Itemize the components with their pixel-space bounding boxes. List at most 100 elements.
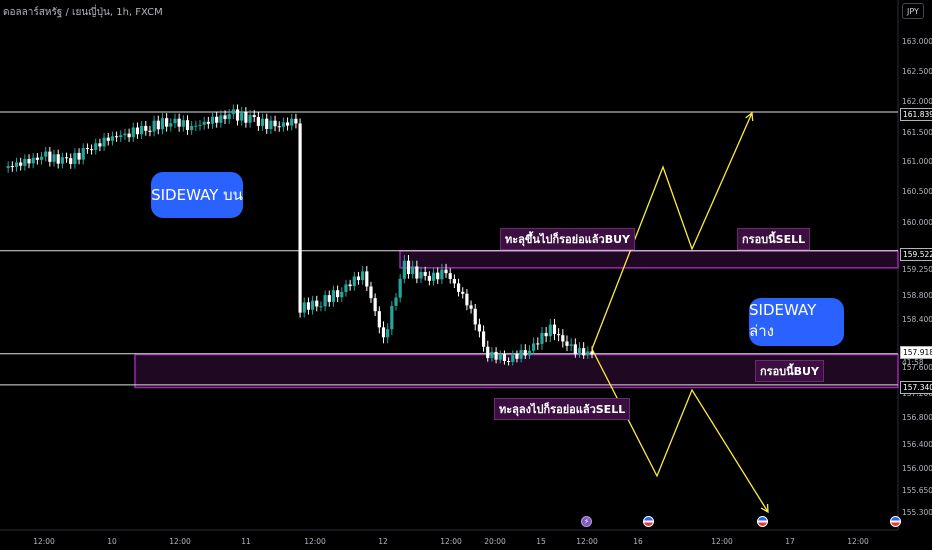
candle-body: [415, 266, 419, 279]
price-tag-upper-zone: 159.522: [900, 248, 932, 261]
candle-body: [27, 158, 31, 164]
candle-body: [89, 149, 94, 151]
y-tick-label: 157.600: [902, 363, 932, 372]
break-down-sell-note: ทะลุลงไปก็รอย่อแล้วSELL: [494, 398, 631, 420]
currency-button[interactable]: JPY: [902, 3, 924, 19]
us-flag-icon[interactable]: [643, 516, 654, 527]
candle-body: [552, 324, 557, 335]
candle-body: [390, 305, 394, 330]
candle-body: [310, 300, 315, 310]
candle-body: [331, 290, 336, 302]
scenario-path-bullish: [591, 112, 753, 350]
candle-body: [348, 284, 352, 287]
candle-body: [490, 351, 494, 359]
candle-body: [102, 137, 106, 147]
us-flag-icon[interactable]: [890, 516, 901, 527]
x-tick-label: 16: [633, 537, 643, 546]
candle-body: [185, 120, 190, 131]
x-tick-label: 10: [107, 537, 117, 546]
candle-body: [98, 143, 102, 147]
chart-title: ดอลลาร์สหรัฐ / เยนญี่ปุ่น, 1h, FXCM: [3, 7, 163, 18]
candle-body: [586, 351, 590, 356]
candle-body: [248, 115, 252, 123]
candle-body: [377, 311, 381, 328]
candle-body: [532, 343, 536, 351]
candle-body: [227, 114, 231, 120]
candle-body: [473, 308, 477, 325]
candle-body: [469, 305, 473, 309]
candle-body: [486, 346, 490, 359]
y-tick-label: 163.000: [902, 37, 932, 46]
x-tick-label: 12: [378, 537, 388, 546]
zone-upper: [399, 250, 899, 269]
y-tick-label: 161.000: [902, 157, 932, 166]
candle-body: [173, 118, 177, 124]
candle-body: [110, 136, 115, 141]
candle-body: [456, 283, 461, 292]
price-tag-resistance: 161.839: [900, 108, 932, 121]
candle-body: [523, 350, 527, 356]
candle-body: [582, 348, 586, 356]
candle-body: [215, 116, 219, 123]
candle-body: [265, 118, 269, 130]
y-tick-label: 161.500: [902, 128, 932, 137]
price-tag-support: 157.340: [900, 381, 932, 394]
y-tick-label: 155.300: [902, 508, 932, 517]
x-tick-label: 12:00: [847, 537, 869, 546]
candle-body: [285, 122, 290, 126]
y-tick-label: 160.500: [902, 187, 932, 196]
y-tick-label: 158.400: [902, 315, 932, 324]
event-bolt-icon[interactable]: ⚡: [581, 516, 592, 527]
sideway-top-label: SIDEWAY บน: [151, 172, 243, 218]
candle-body: [519, 350, 523, 359]
candle-body: [60, 157, 64, 164]
candle-body: [260, 118, 265, 126]
candle-body: [14, 162, 19, 167]
candle-body: [511, 354, 515, 362]
candle-body: [10, 166, 14, 168]
x-tick-label: 12:00: [304, 537, 326, 546]
candle-body: [152, 120, 156, 132]
candle-body: [219, 115, 223, 123]
candle-body: [294, 118, 298, 124]
candle-body: [411, 266, 415, 275]
candle-body: [123, 133, 127, 136]
candle-body: [165, 118, 169, 127]
candle-body: [431, 272, 436, 281]
candle-body: [244, 112, 248, 123]
candle-body: [181, 120, 185, 127]
candle-body: [506, 360, 511, 362]
candle-body: [127, 133, 131, 138]
y-tick-label: 156.400: [902, 440, 932, 449]
candle-body: [536, 343, 540, 345]
y-tick-label: 162.500: [902, 67, 932, 76]
candle-body: [19, 162, 23, 166]
candle-body: [373, 298, 377, 312]
candle-body: [119, 135, 123, 138]
candle-body: [240, 112, 244, 121]
candle-body: [465, 293, 469, 306]
candle-body: [64, 157, 69, 159]
candle-body: [394, 297, 398, 306]
us-flag-icon[interactable]: [757, 516, 768, 527]
y-tick-label: 155.650: [902, 486, 932, 495]
candle-body: [369, 286, 373, 299]
candle-body: [557, 334, 561, 336]
candle-body: [194, 125, 198, 127]
candle-body: [402, 260, 406, 279]
candle-body: [340, 291, 344, 298]
candle-body: [386, 329, 390, 338]
candle-body: [148, 130, 152, 132]
candle-body: [223, 115, 227, 120]
candle-body: [290, 118, 294, 126]
x-tick-label: 12:00: [33, 537, 55, 546]
candle-body: [381, 327, 386, 338]
candle-body: [448, 273, 452, 280]
candle-body: [177, 118, 181, 127]
candle-body: [573, 344, 577, 355]
candle-body: [23, 158, 27, 166]
buy-frame-note: กรอบนี้BUY: [755, 360, 824, 382]
candle-body: [277, 126, 281, 128]
candle-body: [235, 109, 240, 121]
